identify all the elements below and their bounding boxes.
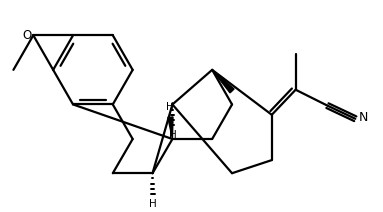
Polygon shape <box>212 70 234 93</box>
Text: H: H <box>149 199 156 209</box>
Text: H: H <box>169 130 176 140</box>
Text: O: O <box>22 29 31 42</box>
Text: N: N <box>358 112 368 124</box>
Polygon shape <box>168 117 173 139</box>
Text: H: H <box>166 102 173 112</box>
